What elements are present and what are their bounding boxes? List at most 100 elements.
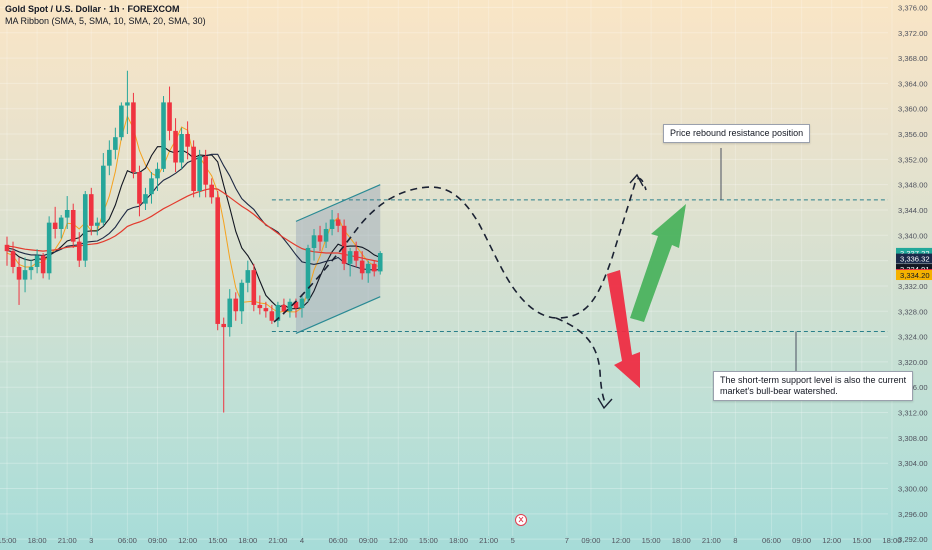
candle [311,228,317,261]
y-tick-label: 3,312.00 [898,409,928,418]
y-tick-label: 3,332.00 [898,282,928,291]
candle-body [281,304,287,312]
time-axis[interactable]: 15:00 18:00 21:00 3 06:00 09:00 12:00 15:00 18:0… [0,514,901,546]
candle [221,317,227,413]
candle [215,191,220,331]
candle [64,196,70,229]
y-tick-label: 3,320.00 [898,358,928,367]
candle [131,92,136,179]
candle-body [197,156,202,191]
y-tick-label: 3,376.00 [898,3,928,12]
candle [299,295,305,318]
candle [269,304,275,324]
candle [137,165,142,217]
candle [257,295,263,315]
price-label: 3,337.22 [896,247,932,258]
y-tick-label: 3,308.00 [898,434,928,443]
x-tick-label: 8 [733,536,737,545]
indicator-label[interactable]: MA Ribbon (SMA, 5, SMA, 10, SMA, 20, SMA… [5,16,206,26]
y-tick-label: 3,324.00 [898,333,928,342]
price-label: 3,334.20 [896,270,932,281]
price-label-text: 3,334.20 [900,271,930,280]
candle-body [335,219,341,226]
x-tick-label: 15:00 [419,536,438,545]
candle [40,253,46,279]
candle-body [191,146,196,191]
candle-body [4,244,10,252]
candle [101,153,106,226]
candle-body [215,197,220,324]
x-tick-label: 21:00 [702,536,721,545]
x-tick-label: 18:00 [882,536,901,545]
candle-body [269,311,275,321]
candle-body [227,298,233,328]
event-marker-glyph [518,516,524,523]
x-tick-label: 12:00 [822,536,841,545]
resistance-note[interactable]: Price rebound resistance position [663,124,811,143]
candle [233,292,239,321]
grid-lines [0,0,892,539]
x-tick-label: 15:00 [0,536,17,545]
candle-body [155,168,160,179]
x-tick-label: 15:00 [208,536,227,545]
candle-body [221,323,227,328]
candle [119,102,124,141]
candle-body [185,134,190,147]
candle-body [371,263,377,272]
candle [371,260,377,277]
candle [329,209,335,236]
candle-body [347,251,353,264]
candle [143,187,148,210]
candle-body [311,235,317,248]
y-tick-label: 3,340.00 [898,231,928,240]
candle-body [167,102,172,131]
candle-body [137,172,142,204]
x-tick-label: 18:00 [28,536,47,545]
candle [365,260,371,283]
candle-body [341,225,347,264]
y-tick-label: 3,364.00 [898,79,928,88]
candle-body [161,102,166,169]
y-tick-label: 3,352.00 [898,155,928,164]
price-label-text: 3,337.22 [900,249,930,258]
candle-body [293,301,299,309]
price-label: 3,336.32 [896,253,932,264]
candle-body [287,301,293,312]
x-tick-label: 06:00 [118,536,137,545]
candle [155,162,160,191]
x-tick-label: 06:00 [762,536,781,545]
candle-body [46,222,52,274]
candle-body [76,241,82,261]
channel-fill [295,184,381,334]
candle-body [113,137,118,150]
candle [173,118,178,173]
candle [58,215,64,239]
x-tick-label: 12:00 [389,536,408,545]
symbol-title[interactable]: Gold Spot / U.S. Dollar · 1h · FOREXCOM [5,4,180,14]
candle-body [359,260,365,274]
price-label-text: 3,336.32 [900,255,930,264]
candle-body [95,222,100,226]
y-tick-label: 3,344.00 [898,206,928,215]
support-note[interactable]: The short-term support level is also the… [713,371,914,401]
candle [113,127,118,160]
candle-body [305,247,311,299]
candle-body [179,134,184,163]
candle [203,149,208,198]
x-tick-label: 09:00 [581,536,600,545]
candle-body [40,255,46,274]
y-tick-label: 3,356.00 [898,130,928,139]
candle-body [125,102,130,106]
candle-body [58,217,64,229]
candle [34,249,40,274]
y-tick-label: 3,300.00 [898,485,928,494]
direction-arrows [607,204,686,388]
candle-body [101,165,106,223]
candle [167,86,172,141]
candle [107,140,112,176]
candle [245,260,251,293]
price-channel [295,184,381,334]
candle [335,213,341,233]
